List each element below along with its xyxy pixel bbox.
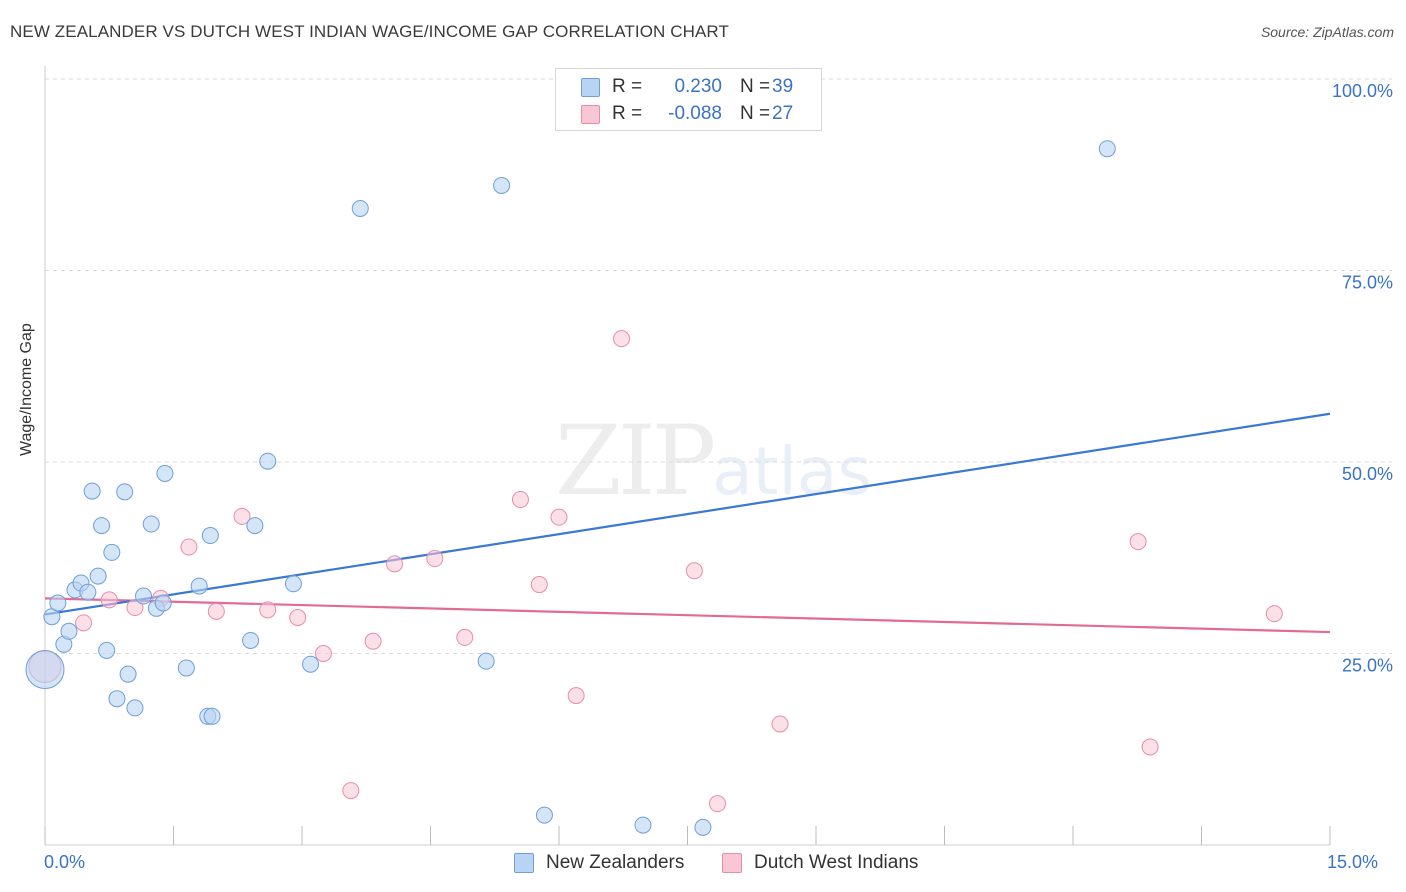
stats-row-new-zealanders: R = 0.230 N = 39 [581, 76, 793, 98]
dutch-west-indians-trend-group [44, 597, 1331, 634]
new-zealanders-point [201, 527, 219, 545]
dutch-west-indians-point [126, 599, 144, 617]
new-zealanders-point [142, 515, 160, 533]
legend-swatch-new-zealanders [514, 853, 534, 873]
new-zealanders-point [246, 517, 264, 535]
y-tick-label-100: 100.0% [1332, 81, 1393, 101]
r-label: R = [612, 103, 643, 124]
new-zealanders-points [25, 140, 1116, 836]
r-value: -0.088 [668, 103, 722, 124]
r-value: 0.230 [674, 76, 722, 97]
legend-label-new-zealanders: New Zealanders [546, 852, 685, 873]
x-tick-label-min: 0.0% [44, 852, 86, 872]
dutch-west-indians-point [1129, 533, 1147, 551]
new-zealanders-point [259, 452, 277, 470]
new-zealanders-point [493, 176, 511, 194]
new-zealanders-point [203, 707, 221, 725]
dutch-west-indians-point [259, 601, 277, 619]
dutch-west-indians-point [364, 632, 382, 650]
new-zealanders-point [25, 650, 65, 690]
new-zealanders-point [126, 699, 144, 717]
new-zealanders-point [634, 816, 652, 834]
new-zealanders-point [119, 665, 137, 683]
new-zealanders-point [93, 517, 111, 535]
dutch-west-indians-point [426, 550, 444, 568]
y-tick-label-50: 50.0% [1342, 464, 1393, 484]
legend-swatch-dutch-west-indians [722, 853, 742, 873]
new-zealanders-point [302, 655, 320, 673]
new-zealanders-point [60, 622, 78, 640]
y-tick-labels: 25.0% 50.0% 75.0% 100.0% [1332, 81, 1393, 676]
new-zealanders-point [49, 594, 67, 612]
dutch-west-indians-point [1265, 605, 1283, 623]
dutch-west-indians-point [75, 614, 93, 632]
dutch-west-indians-point [180, 538, 198, 556]
dutch-west-indians-point [550, 508, 568, 526]
dutch-west-indians-point [207, 602, 225, 620]
new-zealanders-point [98, 641, 116, 659]
new-zealanders-point [1098, 140, 1116, 158]
watermark: ZIPatlas [555, 405, 872, 517]
new-zealanders-point [156, 464, 174, 482]
stats-row-dutch-west-indians: R = -0.088 N = 27 [581, 103, 793, 125]
new-zealanders-point [89, 567, 107, 585]
dutch-west-indians-point [613, 330, 631, 348]
new-zealanders-point [135, 587, 153, 605]
dutch-west-indians-swatch [581, 104, 600, 124]
dutch-west-indians-point [289, 608, 307, 626]
dutch-west-indians-point [100, 591, 118, 609]
new-zealanders-point [83, 482, 101, 500]
dutch-west-indians-point [1141, 738, 1159, 756]
new-zealanders-point [108, 690, 126, 708]
watermark-zip: ZIP [555, 405, 716, 517]
dutch-west-indians-point [386, 555, 404, 573]
dutch-west-indians-trend-line [44, 597, 1331, 634]
dutch-west-indians-point [342, 782, 360, 800]
legend-item-dutch-west-indians[interactable]: Dutch West Indians [722, 852, 918, 874]
legend-item-new-zealanders[interactable]: New Zealanders [514, 852, 684, 874]
legend-label-dutch-west-indians: Dutch West Indians [754, 852, 919, 873]
axes [44, 66, 1331, 846]
dutch-west-indians-points [28, 330, 1283, 813]
dutch-west-indians-point [771, 715, 789, 733]
new-zealanders-point [103, 543, 121, 561]
dutch-west-indians-point [685, 562, 703, 580]
new-zealanders-point [351, 199, 369, 217]
new-zealanders-point [284, 575, 302, 593]
gridlines [45, 78, 1392, 654]
source-credit: Source: ZipAtlas.com [1260, 24, 1394, 40]
y-tick-label-25: 25.0% [1342, 656, 1393, 676]
dutch-west-indians-point [314, 645, 332, 662]
new-zealanders-point [116, 483, 134, 501]
dutch-west-indians-point [456, 628, 474, 646]
new-zealanders-swatch [581, 77, 600, 97]
n-value: 39 [772, 76, 794, 97]
new-zealanders-point [694, 818, 712, 836]
dutch-west-indians-point [708, 795, 726, 813]
r-label: R = [612, 76, 643, 97]
new-zealanders-point [177, 659, 195, 677]
n-label: N = [740, 103, 771, 124]
new-zealanders-point [535, 806, 553, 824]
new-zealanders-point [79, 583, 97, 601]
new-zealanders-trend-line [44, 412, 1331, 616]
new-zealanders-trend-group [44, 412, 1331, 616]
dutch-west-indians-point [530, 576, 548, 594]
series-legend: New Zealanders Dutch West Indians [0, 852, 1406, 876]
new-zealanders-point [242, 631, 260, 649]
y-axis-label: Wage/Income Gap [18, 323, 35, 456]
new-zealanders-point [190, 577, 208, 595]
n-label: N = [740, 76, 771, 97]
new-zealanders-point [477, 652, 495, 670]
new-zealanders-point [154, 594, 172, 612]
n-value: 27 [772, 103, 794, 124]
chart-title: NEW ZEALANDER VS DUTCH WEST INDIAN WAGE/… [10, 22, 729, 41]
dutch-west-indians-point [233, 507, 251, 525]
y-tick-label-75: 75.0% [1342, 273, 1393, 293]
dutch-west-indians-point [567, 687, 585, 705]
stats-legend: R = 0.230 N = 39 R = -0.088 N = 27 [555, 68, 822, 131]
x-tick-label-max: 15.0% [1327, 852, 1379, 872]
dutch-west-indians-point [511, 491, 529, 509]
